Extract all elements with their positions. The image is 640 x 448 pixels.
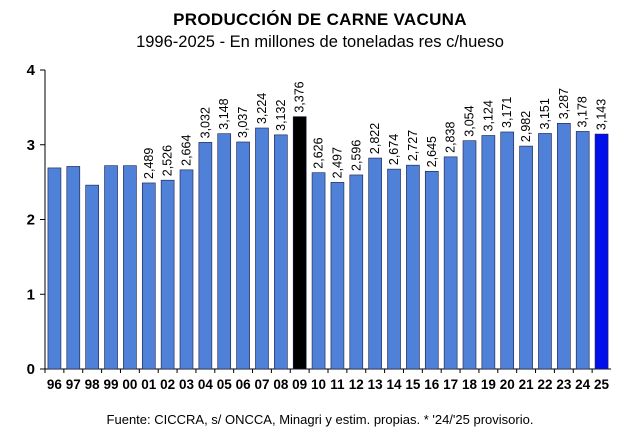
x-tick-label: 15 xyxy=(405,377,421,392)
chart-subtitle: 1996-2025 - En millones de toneladas res… xyxy=(136,33,504,51)
bar-25 xyxy=(594,133,609,370)
bar-12 xyxy=(349,174,364,370)
bar-05 xyxy=(217,133,232,370)
data-label: 2,489 xyxy=(142,148,156,179)
bar-07 xyxy=(255,127,269,370)
bar-21 xyxy=(519,145,533,370)
x-tick-label: 11 xyxy=(330,377,345,392)
x-tick-label: 14 xyxy=(387,377,403,392)
x-tick-label: 13 xyxy=(368,377,384,392)
data-label: 3,124 xyxy=(481,100,495,131)
data-label: 3,224 xyxy=(255,93,269,124)
data-label: 3,054 xyxy=(463,105,477,136)
bar-23 xyxy=(557,122,571,370)
x-tick-label: 98 xyxy=(85,377,101,392)
bar-11 xyxy=(330,182,345,370)
data-label: 2,664 xyxy=(180,135,194,166)
data-label: 2,822 xyxy=(368,123,382,154)
x-tick-label: 04 xyxy=(198,377,214,392)
data-label: 3,143 xyxy=(595,99,609,130)
data-label: 3,178 xyxy=(576,96,590,127)
data-label: 2,626 xyxy=(312,137,326,168)
x-tick-label: 22 xyxy=(537,377,552,392)
bar-96 xyxy=(47,167,62,370)
x-tick-label: 07 xyxy=(254,377,269,392)
data-label: 3,148 xyxy=(217,98,231,129)
bar-98 xyxy=(85,184,99,370)
bar-08 xyxy=(274,134,288,370)
x-tick-label: 06 xyxy=(236,377,252,392)
x-tick-label: 97 xyxy=(66,377,81,392)
x-tick-label: 09 xyxy=(292,377,307,392)
bar-97 xyxy=(66,166,81,370)
x-tick-label: 12 xyxy=(349,377,364,392)
x-tick-label: 23 xyxy=(556,377,572,392)
data-label: 2,526 xyxy=(161,145,175,176)
data-label: 2,596 xyxy=(349,140,363,171)
x-tick-label: 02 xyxy=(160,377,175,392)
bar-02 xyxy=(160,179,175,370)
data-label: 2,674 xyxy=(387,134,401,165)
bar-15 xyxy=(406,164,420,370)
bar-19 xyxy=(481,135,496,370)
y-tick-label: 3 xyxy=(27,137,35,154)
bar-14 xyxy=(387,168,401,370)
x-tick-label: 16 xyxy=(424,377,440,392)
data-label: 2,982 xyxy=(519,111,533,142)
x-tick-label: 08 xyxy=(273,377,289,392)
chart-title: PRODUCCIÓN DE CARNE VACUNA xyxy=(173,10,467,29)
x-tick-label: 24 xyxy=(575,377,591,392)
data-label: 2,645 xyxy=(425,136,439,167)
data-label: 2,497 xyxy=(330,147,344,178)
x-tick-label: 10 xyxy=(311,377,326,392)
data-label: 2,838 xyxy=(444,122,458,153)
x-tick-label: 17 xyxy=(443,377,458,392)
bar-13 xyxy=(368,157,382,370)
x-tick-label: 20 xyxy=(500,377,515,392)
bar-09 xyxy=(292,116,307,370)
bar-06 xyxy=(236,141,250,370)
bar-00 xyxy=(123,165,137,370)
x-tick-label: 03 xyxy=(179,377,195,392)
data-label: 3,151 xyxy=(538,98,552,129)
bar-22 xyxy=(538,133,552,370)
data-label: 3,287 xyxy=(557,88,571,119)
x-tick-label: 18 xyxy=(462,377,478,392)
bar-10 xyxy=(311,172,326,370)
bar-03 xyxy=(179,169,194,370)
y-tick-label: 0 xyxy=(27,361,35,378)
data-label: 3,032 xyxy=(198,107,212,138)
bar-04 xyxy=(198,142,213,370)
y-tick-label: 2 xyxy=(27,212,35,229)
x-tick-label: 00 xyxy=(122,377,137,392)
data-label: 2,727 xyxy=(406,130,420,161)
y-tick-label: 1 xyxy=(27,286,35,303)
data-label: 3,171 xyxy=(500,97,514,128)
bar-99 xyxy=(104,165,118,370)
x-tick-label: 19 xyxy=(481,377,496,392)
data-label: 3,376 xyxy=(293,81,307,112)
x-tick-label: 99 xyxy=(104,377,119,392)
bar-17 xyxy=(443,156,458,370)
data-label: 3,037 xyxy=(236,107,250,138)
bar-20 xyxy=(500,131,515,370)
bar-16 xyxy=(424,170,439,370)
y-tick-label: 4 xyxy=(27,62,36,79)
x-tick-label: 25 xyxy=(594,377,610,392)
data-label: 3,132 xyxy=(274,100,288,131)
x-tick-label: 21 xyxy=(519,377,535,392)
bar-18 xyxy=(462,140,477,370)
x-tick-label: 96 xyxy=(47,377,63,392)
bar-24 xyxy=(575,131,590,370)
bar-01 xyxy=(141,182,156,370)
x-tick-label: 05 xyxy=(217,377,233,392)
source-note: Fuente: CICCRA, s/ ONCCA, Minagri y esti… xyxy=(106,412,534,427)
x-tick-label: 01 xyxy=(141,377,157,392)
